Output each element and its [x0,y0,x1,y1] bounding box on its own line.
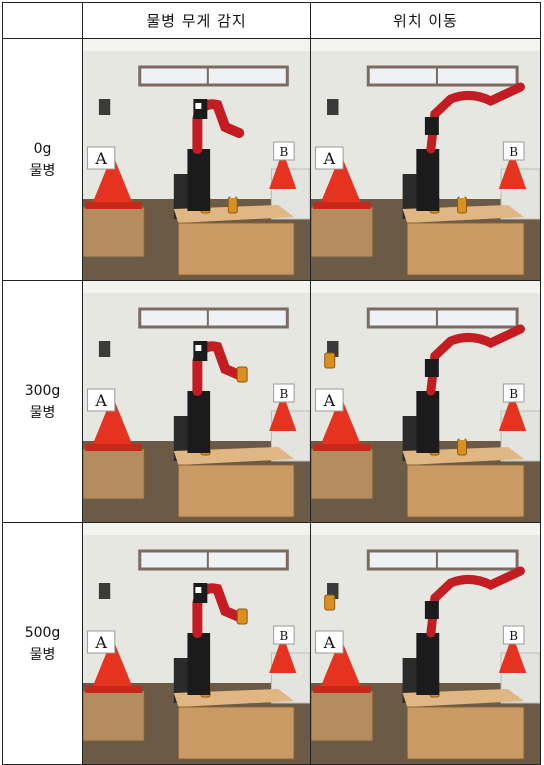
weight-label: 0g [3,138,82,160]
svg-text:B: B [509,145,518,159]
bottle-label: 물병 [3,160,82,182]
svg-text:A: A [94,391,107,410]
bottle-label: 물병 [3,644,82,666]
svg-text:A: A [323,149,336,168]
svg-text:B: B [280,629,289,643]
row-label: 0g 물병 [3,39,83,281]
header-weight-detection: 물병 무게 감지 [83,3,311,39]
weight-label: 500g [3,622,82,644]
svg-text:A: A [94,149,107,168]
header-position-move: 위치 이동 [311,3,541,39]
svg-text:B: B [509,629,518,643]
weight-label: 300g [3,380,82,402]
header-row: 물병 무게 감지 위치 이동 [3,3,541,39]
bottle-label: 물병 [3,402,82,424]
svg-text:B: B [509,387,518,401]
svg-text:A: A [323,633,336,652]
row-label: 300g 물병 [3,281,83,523]
svg-text:A: A [94,633,107,652]
svg-text:B: B [280,145,289,159]
svg-text:A: A [323,391,336,410]
header-corner-cell [3,3,83,39]
svg-text:B: B [280,387,289,401]
row-label: 500g 물병 [3,523,83,765]
